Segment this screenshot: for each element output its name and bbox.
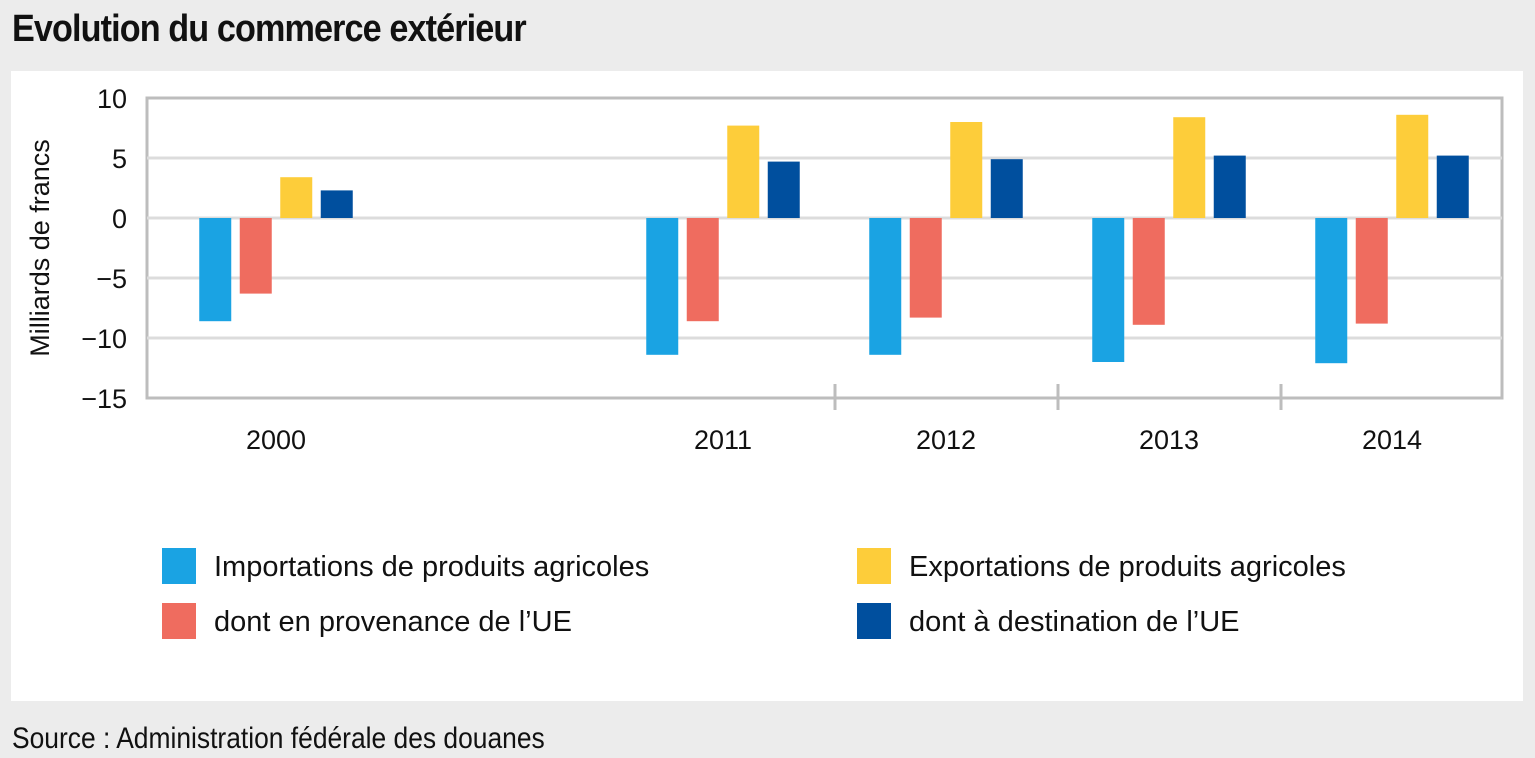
y-tick-label: 0 [112,204,127,234]
legend-label: Importations de produits agricoles [214,551,649,583]
bar-2013-series-3 [1173,117,1206,218]
page-title: Evolution du commerce extérieur [12,8,527,50]
bar-2013-series-2 [1132,218,1165,325]
bar-2000-series-3 [280,177,313,218]
y-tick-label: −15 [81,384,127,414]
y-tick-label: 5 [112,144,127,174]
bar-2000-series-2 [239,218,272,294]
x-tick-label: 2012 [916,425,976,455]
source-note: Source : Administration fédérale des dou… [12,722,545,755]
bar-2011-series-2 [686,218,719,322]
bar-2000-series-1 [199,218,232,322]
legend-label: Exportations de produits agricoles [909,551,1346,583]
legend-label: dont en provenance de l’UE [214,606,572,638]
bar-2011-series-3 [727,125,760,218]
bar-2012-series-3 [950,122,983,218]
x-tick-label: 2000 [246,425,306,455]
y-axis-label: Milliards de francs [25,139,55,357]
bar-2014-series-2 [1355,218,1388,324]
bar-2014-series-1 [1315,218,1348,364]
legend-swatch [162,603,196,639]
bar-2012-series-1 [869,218,902,355]
bar-2000-series-4 [320,190,353,218]
legend-swatch [162,548,196,584]
bar-2012-series-2 [909,218,942,318]
bar-2011-series-4 [767,161,800,218]
x-tick-label: 2011 [694,425,752,455]
legend-swatch [857,603,891,639]
y-tick-label: −5 [96,264,127,294]
bar-2011-series-1 [646,218,679,355]
chart-panel: 10 5 0 −5 −10 −15 Milliards de francs 2000 2011 2… [11,71,1523,701]
x-tick-label: 2014 [1362,425,1422,455]
bar-2013-series-4 [1213,155,1246,218]
plot-frame [145,96,1504,400]
bar-2013-series-1 [1092,218,1125,362]
bar-chart: 10 5 0 −5 −10 −15 Milliards de francs 2000 2011 2… [25,84,1504,639]
bar-2014-series-4 [1436,155,1469,218]
bar-2012-series-4 [990,159,1023,218]
legend-swatch [857,548,891,584]
y-tick-label: −10 [81,324,127,354]
bar-2014-series-3 [1396,114,1429,218]
y-tick-label: 10 [97,84,127,114]
legend-label: dont à destination de l’UE [909,606,1240,638]
x-tick-label: 2013 [1139,425,1199,455]
